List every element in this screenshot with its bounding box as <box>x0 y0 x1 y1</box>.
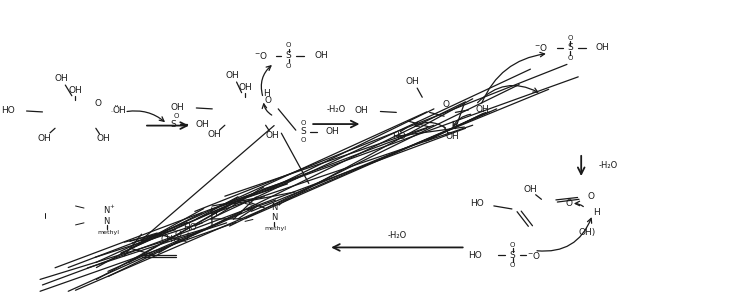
Text: N: N <box>271 213 277 222</box>
Text: O: O <box>286 63 291 69</box>
Text: N: N <box>271 203 277 212</box>
Text: +: + <box>277 202 282 207</box>
Text: OH: OH <box>523 185 537 194</box>
Text: OH: OH <box>266 131 280 140</box>
Text: OH: OH <box>596 43 610 52</box>
Text: S: S <box>300 127 306 136</box>
Text: O: O <box>587 192 594 201</box>
Text: +: + <box>110 204 114 209</box>
Text: HO: HO <box>470 199 484 208</box>
Text: OH: OH <box>314 51 328 60</box>
Text: S: S <box>170 120 176 129</box>
Text: OH: OH <box>195 120 209 129</box>
Text: O: O <box>568 35 573 41</box>
Text: OH: OH <box>37 133 51 143</box>
Text: S: S <box>567 43 573 52</box>
Text: -H₂O: -H₂O <box>326 105 346 114</box>
Text: H: H <box>593 208 599 218</box>
Text: HO: HO <box>1 106 15 115</box>
Text: N: N <box>104 217 110 226</box>
Text: O: O <box>174 114 180 119</box>
Text: HO: HO <box>182 223 196 232</box>
Text: OH: OH <box>406 77 420 86</box>
Text: O: O <box>286 42 291 48</box>
Text: OH: OH <box>446 132 460 141</box>
Text: OH: OH <box>69 86 82 95</box>
Text: methyl: methyl <box>264 226 287 231</box>
Text: O: O <box>566 199 573 208</box>
Text: O: O <box>568 55 573 61</box>
Text: O: O <box>443 100 450 109</box>
Text: O: O <box>300 120 306 126</box>
Text: ÖH: ÖH <box>112 106 126 115</box>
Text: H: H <box>264 89 270 98</box>
Text: O: O <box>94 99 101 108</box>
Text: O: O <box>174 230 182 239</box>
Text: OH): OH) <box>579 228 596 237</box>
Text: $^{-}$O: $^{-}$O <box>527 250 541 260</box>
Text: OH: OH <box>54 74 68 84</box>
Text: OH: OH <box>96 134 110 144</box>
Text: O: O <box>510 262 515 268</box>
Text: S: S <box>285 51 291 60</box>
Text: HO: HO <box>392 132 406 141</box>
Text: OH: OH <box>355 106 369 115</box>
Text: $^{-}$O: $^{-}$O <box>534 43 548 54</box>
Text: HO: HO <box>468 251 482 259</box>
Text: S: S <box>510 251 515 259</box>
Text: N: N <box>104 206 110 215</box>
Text: O: O <box>264 96 271 105</box>
Text: OH: OH <box>325 127 339 136</box>
Text: OH: OH <box>171 103 185 112</box>
Text: methyl: methyl <box>97 230 119 235</box>
Text: OH: OH <box>226 71 239 80</box>
Text: $^{-}$O: $^{-}$O <box>254 50 268 61</box>
Text: -H₂O: -H₂O <box>388 231 407 240</box>
Text: O: O <box>300 137 306 143</box>
Text: -H₂O: -H₂O <box>599 162 618 170</box>
Text: CHO: CHO <box>161 235 181 244</box>
Text: OH: OH <box>476 105 490 114</box>
Text: OH: OH <box>239 83 252 92</box>
Text: OH: OH <box>207 130 221 140</box>
Text: O: O <box>510 242 515 248</box>
Text: ..: .. <box>110 108 114 113</box>
